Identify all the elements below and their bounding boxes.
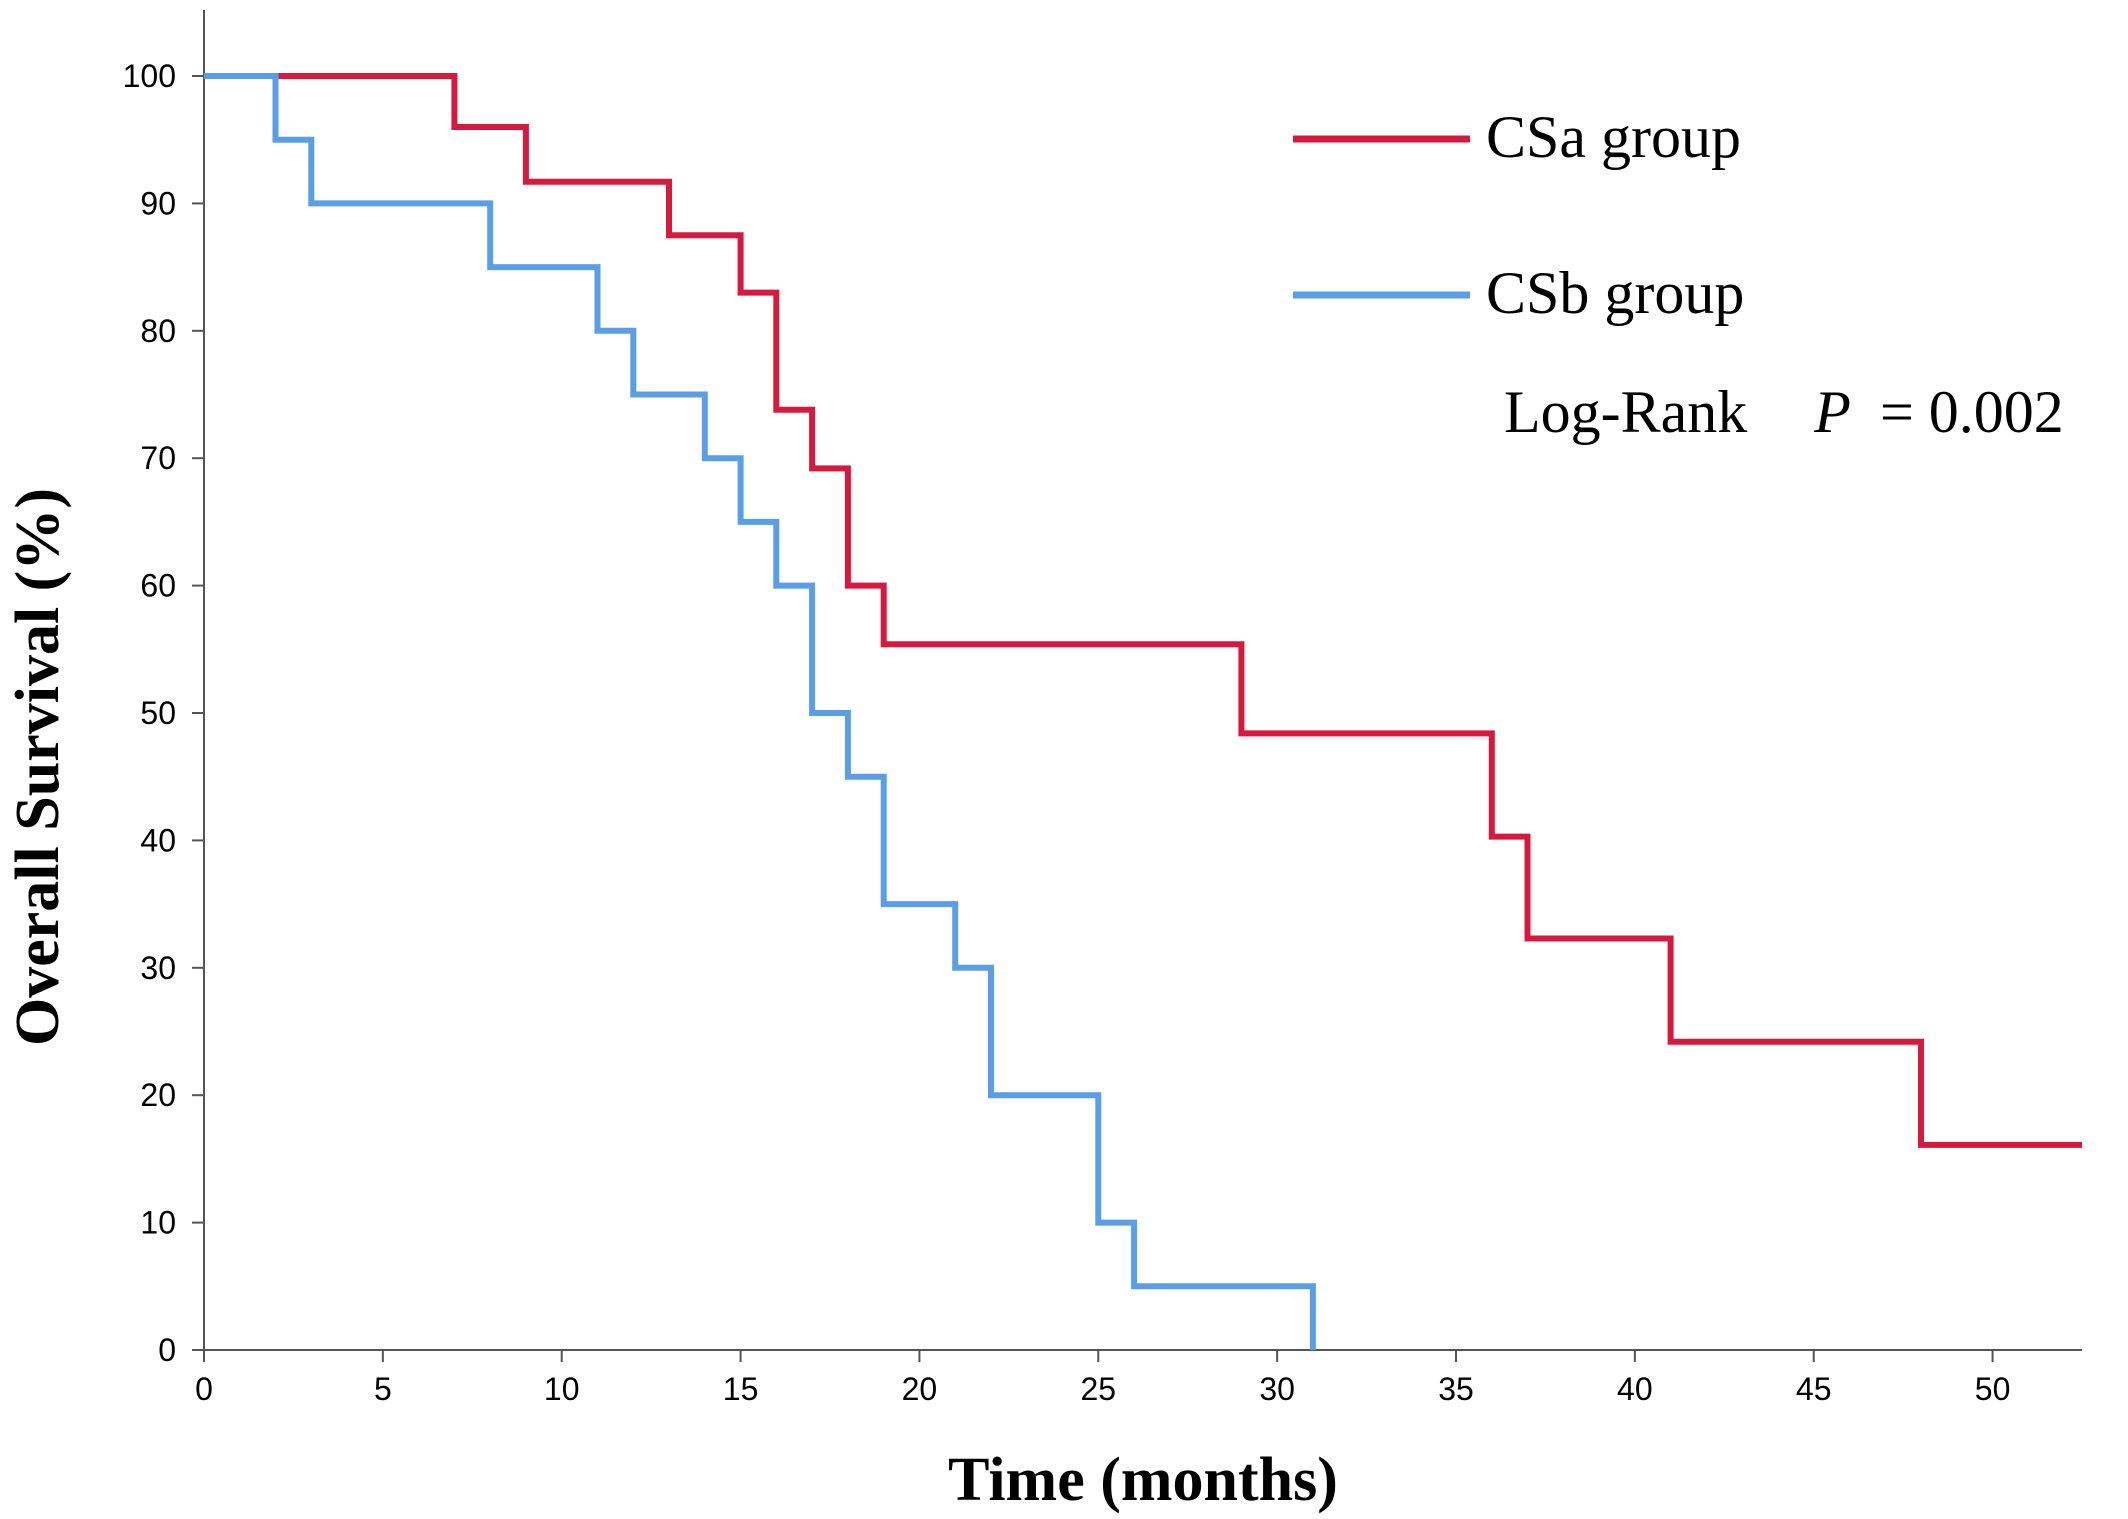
- log-rank-annotation: Log-Rank P = 0.002: [1504, 379, 2064, 445]
- x-tick-label: 5: [374, 1371, 392, 1407]
- x-tick-label: 10: [544, 1371, 580, 1407]
- x-tick-label: 35: [1438, 1371, 1474, 1407]
- y-tick-label: 70: [140, 440, 176, 476]
- x-axis-title: Time (months): [948, 1446, 1338, 1514]
- x-tick-label: 0: [195, 1371, 213, 1407]
- series-line-csa: [204, 73, 2082, 1148]
- x-tick-label: 30: [1259, 1371, 1295, 1407]
- y-axis-title: Overall Survival (%): [4, 488, 72, 1046]
- x-tick-label: 45: [1796, 1371, 1832, 1407]
- p-label: P: [1813, 379, 1851, 445]
- p-value: = 0.002: [1880, 379, 2064, 445]
- legend-label-csa: CSa group: [1486, 104, 1741, 170]
- y-tick-label: 100: [123, 58, 176, 94]
- y-tick-label: 90: [140, 185, 176, 221]
- y-tick-label: 60: [140, 568, 176, 604]
- y-tick-label: 30: [140, 950, 176, 986]
- y-tick-label: 50: [140, 695, 176, 731]
- x-tick-label: 50: [1975, 1371, 2011, 1407]
- series-layer: [204, 73, 2082, 1350]
- x-tick-label: 25: [1080, 1371, 1116, 1407]
- axes: [203, 10, 2082, 1351]
- y-tick-label: 0: [158, 1332, 176, 1368]
- log-rank-label: Log-Rank: [1504, 379, 1747, 445]
- y-tick-label: 20: [140, 1077, 176, 1113]
- x-tick-label: 40: [1617, 1371, 1653, 1407]
- legend-label-csb: CSb group: [1486, 260, 1744, 326]
- x-ticks: 0 5 10 15 20 25 30 35 40 45 50: [195, 1350, 2010, 1407]
- y-tick-label: 40: [140, 822, 176, 858]
- series-line-csb: [204, 73, 1316, 1350]
- x-tick-label: 20: [902, 1371, 938, 1407]
- y-ticks: 0 10 20 30 40 50 60 70 80 90 100: [123, 58, 204, 1368]
- x-tick-label: 15: [723, 1371, 759, 1407]
- y-tick-label: 80: [140, 313, 176, 349]
- y-tick-label: 10: [140, 1205, 176, 1241]
- legend: CSa group CSb group: [1293, 104, 1744, 326]
